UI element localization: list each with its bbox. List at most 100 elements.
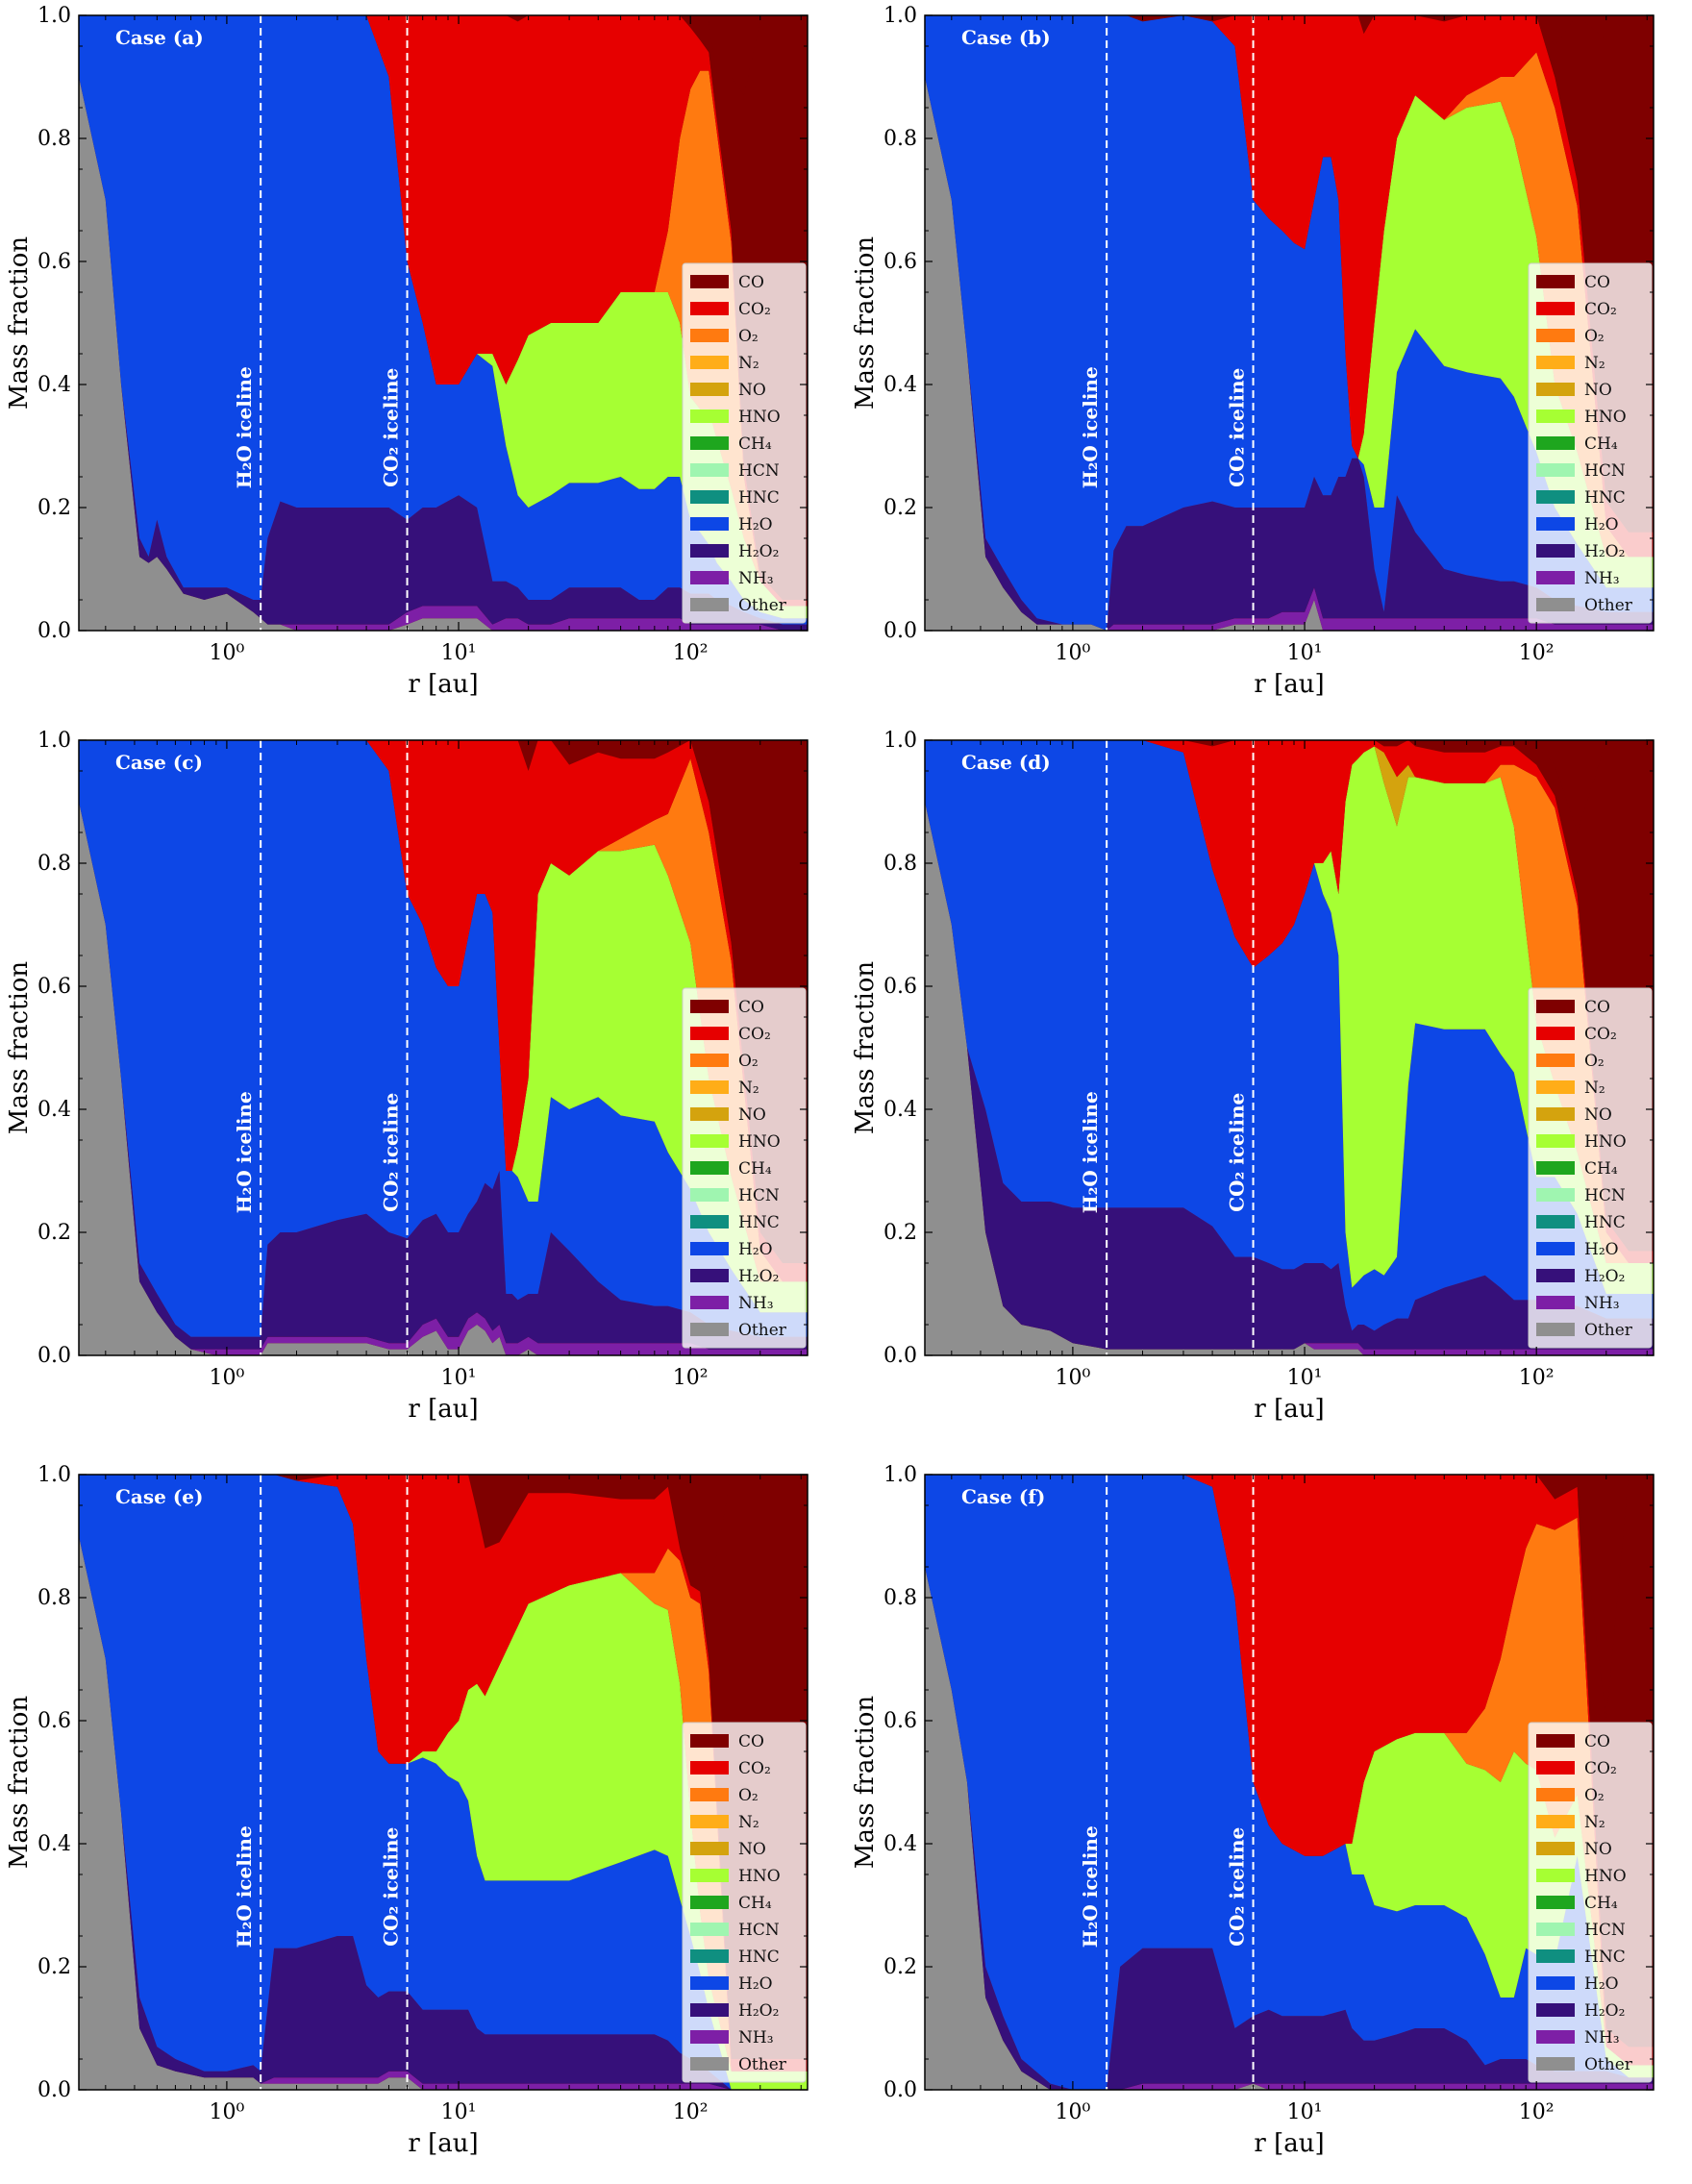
- y-tick-label: 1.0: [37, 4, 71, 28]
- legend-label: N₂: [1584, 1813, 1605, 1832]
- x-axis-label: r [au]: [1254, 2129, 1324, 2158]
- y-tick-label: 0.8: [883, 852, 917, 876]
- legend-swatch: [1536, 490, 1575, 504]
- case-label: Case (b): [961, 26, 1051, 49]
- y-tick-label: 0.0: [37, 2078, 71, 2102]
- legend-label: NH₃: [738, 1294, 774, 1313]
- legend-label: H₂O: [738, 1974, 773, 1994]
- legend-swatch: [1536, 517, 1575, 531]
- legend-swatch: [1536, 1815, 1575, 1828]
- x-tick-label: 10¹: [441, 641, 477, 665]
- legend-swatch: [690, 1161, 729, 1175]
- y-tick-label: 0.2: [883, 1221, 917, 1245]
- legend-label: CO₂: [1584, 1025, 1617, 1044]
- legend-swatch: [690, 275, 729, 288]
- iceline-label: CO₂ iceline: [380, 1827, 403, 1947]
- y-axis-label: Mass fraction: [5, 1696, 34, 1870]
- y-tick-label: 0.0: [883, 619, 917, 643]
- legend-swatch: [690, 463, 729, 477]
- legend-swatch: [1536, 1080, 1575, 1094]
- legend-swatch: [690, 1815, 729, 1828]
- legend-label: CO: [1584, 1732, 1610, 1751]
- chart-panel-e: H₂O iceline CO₂ iceline Case (e) CO CO₂ O₂ N₂ N…: [0, 1459, 846, 2184]
- legend-swatch: [690, 1734, 729, 1748]
- legend-swatch: [690, 544, 729, 558]
- area-CO: [79, 740, 808, 1263]
- iceline-label: CO₂ iceline: [1226, 1827, 1249, 1947]
- legend-label: HNC: [738, 1948, 780, 1967]
- stacked-area-chart: H₂O iceline CO₂ iceline Case (c) CO CO₂ O₂ N₂ N…: [5, 729, 809, 1424]
- legend-label: N₂: [1584, 1079, 1605, 1098]
- y-tick-label: 0.6: [883, 1709, 917, 1733]
- y-tick-label: 0.0: [37, 619, 71, 643]
- legend-label: H₂O: [1584, 1974, 1619, 1994]
- axes-frame: [924, 739, 1655, 1356]
- chart-panel-b: H₂O iceline CO₂ iceline Case (b) CO CO₂ O₂ N₂ N…: [846, 0, 1692, 725]
- legend-swatch: [1536, 598, 1575, 611]
- legend-swatch: [1536, 1869, 1575, 1882]
- legend-swatch: [1536, 329, 1575, 342]
- legend-label: N₂: [1584, 354, 1605, 373]
- legend-swatch: [690, 1761, 729, 1774]
- legend-swatch: [1536, 1242, 1575, 1255]
- iceline-label: CO₂ iceline: [1226, 1093, 1249, 1212]
- legend-swatch: [690, 571, 729, 584]
- y-tick-label: 0.2: [883, 496, 917, 520]
- case-label: Case (d): [961, 751, 1051, 774]
- y-tick-label: 0.8: [883, 1586, 917, 1610]
- iceline-label: H₂O iceline: [1079, 366, 1102, 488]
- area-CO₂: [79, 740, 808, 1282]
- legend-swatch: [690, 329, 729, 342]
- area-H₂O₂: [79, 77, 808, 631]
- case-label: Case (f): [961, 1485, 1045, 1508]
- legend-swatch: [690, 1842, 729, 1855]
- legend-label: HNO: [1584, 1867, 1627, 1886]
- legend-label: Other: [1584, 2055, 1633, 2074]
- chart-panel-c: H₂O iceline CO₂ iceline Case (c) CO CO₂ O₂ N₂ N…: [0, 725, 846, 1450]
- legend-swatch: [1536, 544, 1575, 558]
- legend-label: CO: [738, 273, 764, 292]
- legend-swatch: [690, 1296, 729, 1309]
- area-H₂O₂: [925, 77, 1654, 631]
- chart-panel-f: H₂O iceline CO₂ iceline Case (f) CO CO₂ O₂ N₂ N…: [846, 1459, 1692, 2184]
- legend-label: CO₂: [738, 300, 771, 319]
- legend-label: Other: [1584, 1321, 1633, 1340]
- legend-swatch: [1536, 1842, 1575, 1855]
- legend-label: Other: [1584, 596, 1633, 615]
- legend-swatch: [690, 1027, 729, 1040]
- iceline-label: CO₂ iceline: [380, 1093, 403, 1212]
- legend-label: NO: [738, 381, 766, 400]
- legend-label: CH₄: [1584, 1894, 1618, 1913]
- iceline-label: CO₂ iceline: [1226, 368, 1249, 487]
- legend-label: CH₄: [738, 1159, 772, 1179]
- legend: CO CO₂ O₂ N₂ NO HNO CH₄ HCN HNC H₂O H₂O₂ NH₃ Other: [1528, 987, 1653, 1349]
- legend: CO CO₂ O₂ N₂ NO HNO CH₄ HCN HNC H₂O H₂O₂ NH₃ Other: [682, 262, 807, 624]
- chart-panel-a: H₂O iceline CO₂ iceline Case (a) CO CO₂ O₂ N₂ N…: [0, 0, 846, 725]
- legend-label: HNO: [1584, 408, 1627, 427]
- legend-swatch: [690, 1242, 729, 1255]
- y-tick-label: 0.0: [37, 1344, 71, 1368]
- area-CO: [925, 1475, 1654, 2048]
- legend-swatch: [1536, 302, 1575, 315]
- y-tick-label: 0.4: [883, 373, 917, 397]
- axes-frame: [924, 1474, 1655, 2091]
- legend-label: NH₃: [738, 2028, 774, 2048]
- x-tick-label: 10²: [1519, 2100, 1555, 2124]
- legend-label: O₂: [738, 1052, 759, 1071]
- legend-label: CO: [738, 1732, 764, 1751]
- y-tick-label: 1.0: [883, 4, 917, 28]
- y-tick-label: 0.4: [37, 1832, 71, 1856]
- legend-swatch: [1536, 275, 1575, 288]
- y-tick-label: 1.0: [37, 729, 71, 753]
- legend-swatch: [1536, 1107, 1575, 1121]
- legend-label: HNO: [738, 1867, 781, 1886]
- iceline-label: H₂O iceline: [1079, 1825, 1102, 1948]
- legend-label: Other: [738, 1321, 787, 1340]
- legend-label: O₂: [1584, 1786, 1605, 1805]
- legend-label: HNC: [1584, 1213, 1626, 1232]
- case-label: Case (e): [115, 1485, 203, 1508]
- legend-label: H₂O₂: [738, 542, 779, 561]
- case-label: Case (c): [115, 751, 203, 774]
- legend-label: HNC: [738, 1213, 780, 1232]
